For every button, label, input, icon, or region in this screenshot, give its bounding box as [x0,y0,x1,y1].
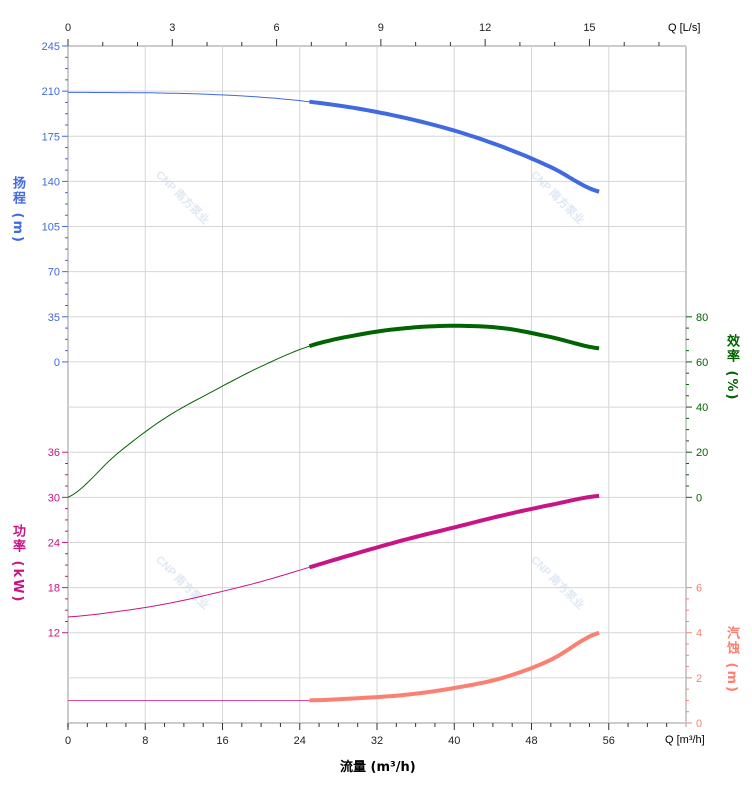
head-tick-label: 0 [54,357,60,369]
x2-tick-label: 9 [378,22,384,34]
watermark-logo: CNP 南方泵业 [153,552,212,611]
x2-tick-label: 15 [583,22,595,34]
watermark-logo: CNP 南方泵业 [153,167,212,226]
power-tick-label: 12 [48,628,60,640]
efficiency-curve-thin [67,345,310,498]
x-tick-label: 24 [294,735,306,747]
efficiency-tick-label: 80 [696,312,708,324]
npsh-tick-label: 4 [696,628,702,640]
head-tick-label: 175 [42,131,60,143]
power-axis-label: 功率 (kW) [10,524,25,604]
head-tick-label: 210 [42,86,60,98]
npsh-tick-label: 2 [696,673,702,685]
x-tick-label: 8 [142,735,148,747]
head-tick-label: 245 [42,41,60,53]
x-tick-label: 40 [448,735,460,747]
x-tick-label: 0 [65,735,71,747]
x-tick-label: 32 [371,735,383,747]
x2-tick-label: 6 [274,22,280,34]
power-curve-operating [308,493,600,570]
power-tick-label: 36 [48,447,60,459]
watermark-logo: CNP 南方泵业 [528,552,587,611]
power-tick-label: 18 [48,583,60,595]
efficiency-tick-label: 60 [696,357,708,369]
head-tick-label: 70 [48,267,60,279]
npsh-tick-label: 6 [696,583,702,595]
power-curve-thin [67,566,310,618]
npsh-axis-label: 汽蚀 (m) [724,626,739,694]
power-tick-label: 30 [48,492,60,504]
x-unit-label: Q [m³/h] [665,734,705,746]
efficiency-curve-operating [308,323,600,351]
head-axis-label: 扬程 (m) [10,176,25,244]
watermark-logo: CNP 南方泵业 [528,167,587,226]
efficiency-tick-label: 40 [696,402,708,414]
x2-unit-label: Q [L/s] [668,22,701,34]
x2-tick-label: 3 [169,22,175,34]
efficiency-tick-label: 0 [696,492,702,504]
x-tick-label: 16 [216,735,228,747]
x-tick-label: 56 [603,735,615,747]
x2-tick-label: 0 [65,22,71,34]
npsh-curve-operating [309,630,600,703]
head-curve-thin [68,91,310,103]
x-tick-label: 48 [525,735,537,747]
head-tick-label: 105 [42,222,60,234]
efficiency-axis-label: 效率 (%) [724,334,739,402]
head-curve-operating [309,99,600,194]
power-tick-label: 24 [48,537,60,549]
x-axis-label: 流量 (m³/h) [340,760,416,775]
head-tick-label: 140 [42,176,60,188]
head-tick-label: 35 [48,312,60,324]
efficiency-tick-label: 20 [696,447,708,459]
x2-tick-label: 12 [479,22,491,34]
npsh-tick-label: 0 [696,718,702,730]
